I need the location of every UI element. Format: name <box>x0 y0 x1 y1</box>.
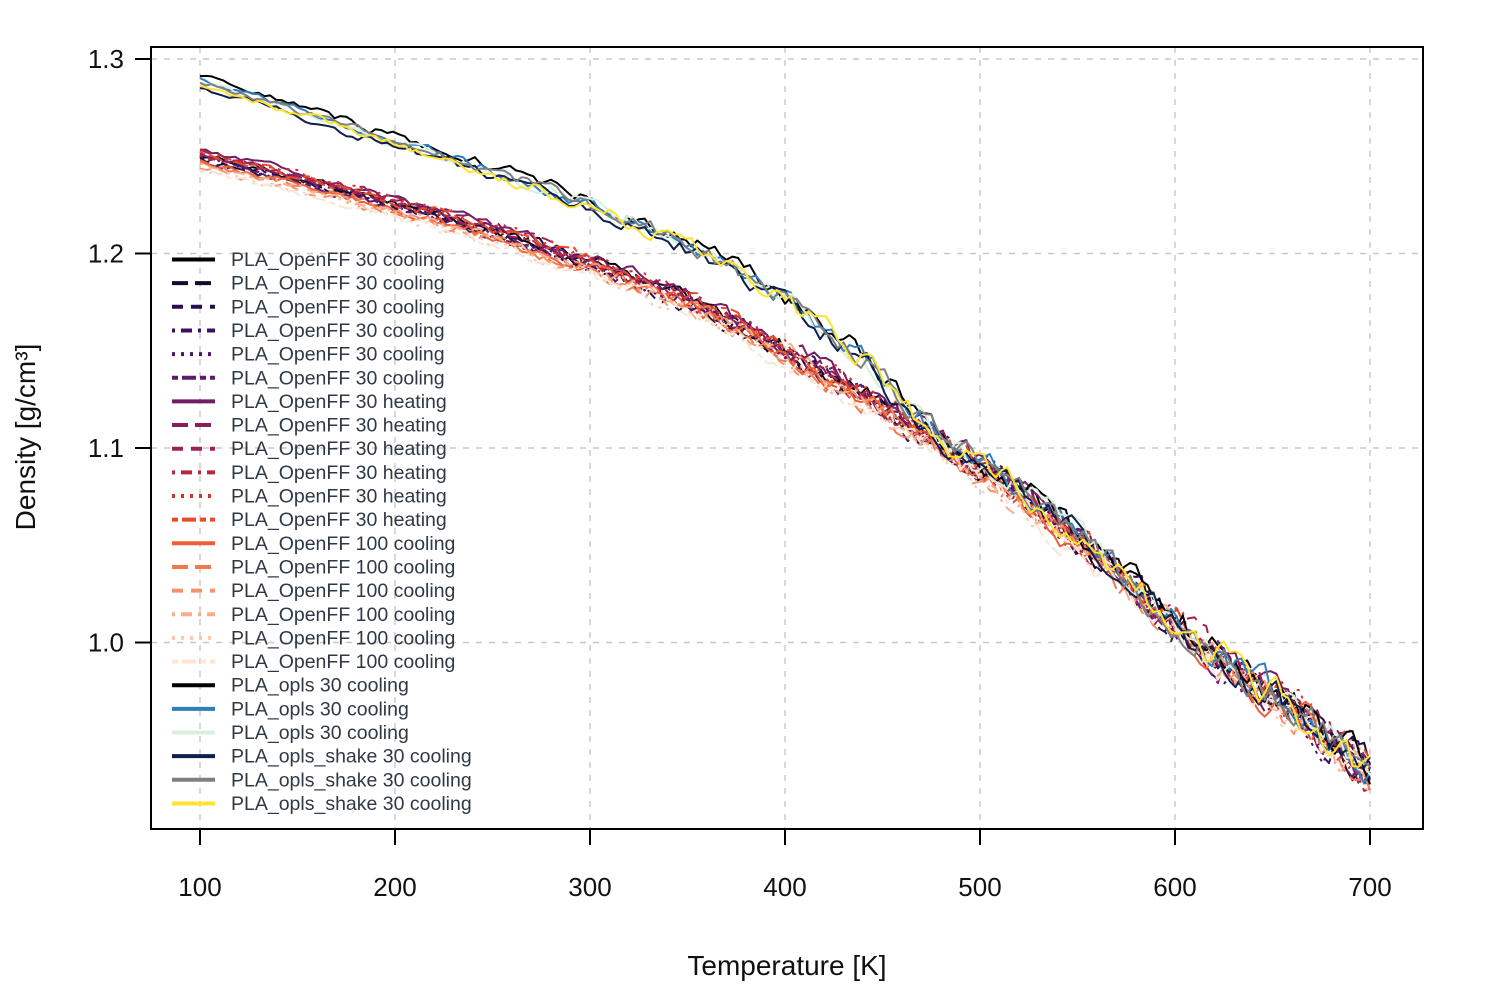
series-line-16 <box>199 170 1371 795</box>
legend-label: PLA_opls_shake 30 cooling <box>231 769 472 791</box>
legend-label: PLA_OpenFF 30 cooling <box>231 296 445 318</box>
legend-entry: PLA_OpenFF 30 heating <box>172 462 447 484</box>
legend-label: PLA_OpenFF 30 heating <box>231 509 447 531</box>
series-line-14 <box>199 167 1371 782</box>
x-axis-title: Temperature [K] <box>687 950 887 981</box>
legend-entry: PLA_OpenFF 100 cooling <box>172 556 455 578</box>
legend-label: PLA_OpenFF 100 cooling <box>231 651 455 673</box>
legend-entry: PLA_opls_shake 30 cooling <box>172 793 472 815</box>
legend-label: PLA_OpenFF 30 heating <box>231 438 447 460</box>
legend-label: PLA_opls_shake 30 cooling <box>231 793 472 815</box>
legend-label: PLA_OpenFF 30 heating <box>231 391 447 413</box>
y-tick-label: 1.1 <box>88 433 124 463</box>
legend-label: PLA_OpenFF 100 cooling <box>231 627 455 649</box>
gridlines <box>151 47 1423 829</box>
y-tick-label: 1.2 <box>88 239 124 269</box>
legend-label: PLA_opls 30 cooling <box>231 675 409 697</box>
legend-entry: PLA_OpenFF 30 cooling <box>172 344 445 366</box>
x-tick-label: 600 <box>1153 872 1196 902</box>
legend-entry: PLA_OpenFF 30 heating <box>172 391 447 413</box>
legend-label: PLA_OpenFF 100 cooling <box>231 580 455 602</box>
legend-entry: PLA_OpenFF 100 cooling <box>172 627 455 649</box>
legend-entry: PLA_opls 30 cooling <box>172 698 409 720</box>
legend-label: PLA_opls 30 cooling <box>231 722 409 744</box>
series-line-21 <box>199 87 1371 769</box>
legend-label: PLA_OpenFF 30 heating <box>231 486 447 508</box>
axes: 100 200 300 400 500 600 700 1.0 1.1 1.2 1.3 <box>88 44 1392 902</box>
y-axis-title: Density [g/cm³] <box>10 343 41 531</box>
legend-entry: PLA_OpenFF 30 cooling <box>172 296 445 318</box>
legend-entry: PLA_OpenFF 30 cooling <box>172 249 445 271</box>
x-tick-label: 100 <box>178 872 221 902</box>
legend-entry: PLA_OpenFF 30 cooling <box>172 273 445 295</box>
legend-entry: PLA_OpenFF 100 cooling <box>172 580 455 602</box>
legend-entry: PLA_opls_shake 30 cooling <box>172 746 472 768</box>
series-line-3 <box>199 153 1371 786</box>
legend-label: PLA_opls_shake 30 cooling <box>231 746 472 768</box>
legend-label: PLA_OpenFF 30 cooling <box>231 320 445 342</box>
x-tick-label: 200 <box>373 872 416 902</box>
legend-label: PLA_OpenFF 100 cooling <box>231 604 455 626</box>
legend-entry: PLA_OpenFF 100 cooling <box>172 604 455 626</box>
y-tick-label: 1.3 <box>88 44 124 74</box>
legend-entry: PLA_opls 30 cooling <box>172 722 409 744</box>
legend-label: PLA_opls 30 cooling <box>231 698 409 720</box>
legend-entry: PLA_OpenFF 30 cooling <box>172 367 445 389</box>
legend-label: PLA_OpenFF 30 heating <box>231 415 447 437</box>
y-tick-label: 1.0 <box>88 628 124 658</box>
legend-entry: PLA_OpenFF 100 cooling <box>172 651 455 673</box>
x-tick-label: 700 <box>1348 872 1391 902</box>
legend-label: PLA_OpenFF 30 heating <box>231 462 447 484</box>
x-tick-label: 400 <box>763 872 806 902</box>
legend-entry: PLA_OpenFF 30 cooling <box>172 320 445 342</box>
series-line-23 <box>199 84 1371 768</box>
series-line-11 <box>199 150 1371 760</box>
legend-entry: PLA_OpenFF 30 heating <box>172 438 447 460</box>
series-lines <box>199 74 1371 795</box>
x-tick-label: 500 <box>958 872 1001 902</box>
legend-label: PLA_OpenFF 30 cooling <box>231 249 445 271</box>
series-line-17 <box>199 169 1371 773</box>
legend-entry: PLA_opls_shake 30 cooling <box>172 769 472 791</box>
legend-label: PLA_OpenFF 30 cooling <box>231 367 445 389</box>
x-tick-label: 300 <box>568 872 611 902</box>
series-line-22 <box>199 81 1371 768</box>
legend-entry: PLA_opls 30 cooling <box>172 675 409 697</box>
legend-entry: PLA_OpenFF 30 heating <box>172 509 447 531</box>
legend-label: PLA_OpenFF 100 cooling <box>231 556 455 578</box>
legend-entry: PLA_OpenFF 30 heating <box>172 415 447 437</box>
legend-label: PLA_OpenFF 30 cooling <box>231 344 445 366</box>
series-line-10 <box>199 149 1371 772</box>
legend-entry: PLA_OpenFF 30 heating <box>172 486 447 508</box>
legend-label: PLA_OpenFF 30 cooling <box>231 273 445 295</box>
legend-label: PLA_OpenFF 100 cooling <box>231 533 455 555</box>
legend-entry: PLA_OpenFF 100 cooling <box>172 533 455 555</box>
plot-border <box>150 46 1424 830</box>
